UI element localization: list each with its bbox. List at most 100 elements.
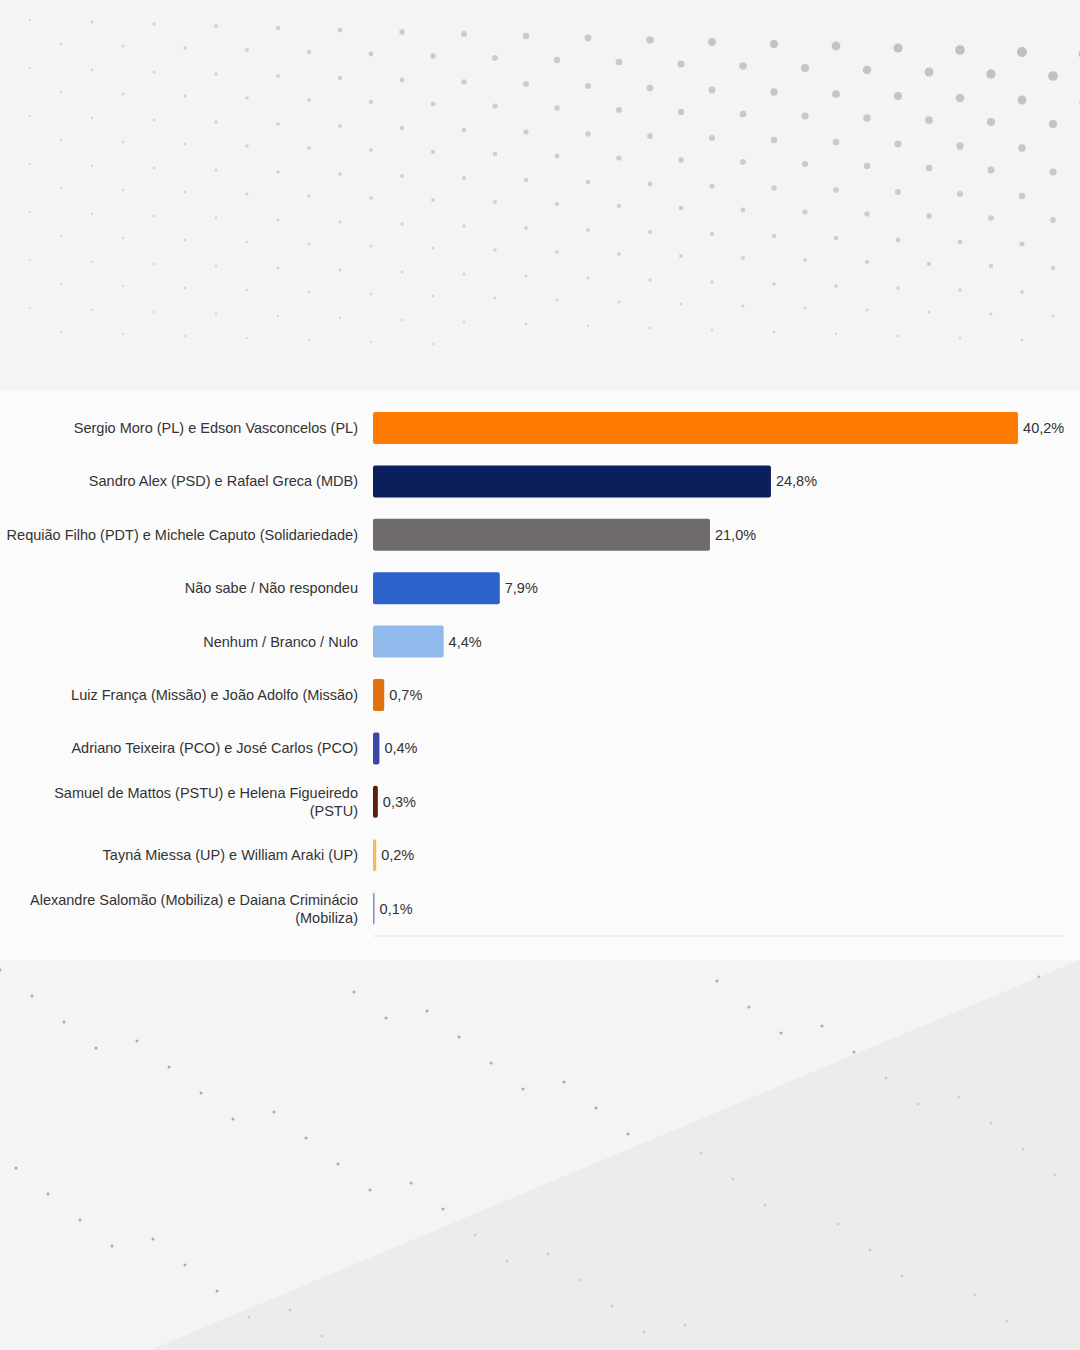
decor-dot [801,112,808,119]
decor-dot [741,256,745,260]
decor-dot [276,122,280,126]
decor-dot [200,1092,203,1095]
decor-dot [710,232,714,236]
decor-dot [1017,47,1027,57]
decor-dot [245,96,249,100]
decor-dot [463,321,465,323]
category-label: Alexandre Salomão (Mobiliza) e Daiana Cr… [4,891,358,927]
decor-dot [370,341,372,343]
decor-dot [153,119,156,122]
decor-dot [986,69,995,78]
decor-dot [1051,266,1056,271]
category-label: Luiz França (Missão) e João Adolfo (Miss… [4,686,358,704]
decor-dot [523,81,529,87]
decor-dot [122,237,124,239]
decor-dot [740,159,746,165]
decor-dot [60,235,62,237]
decor-dot [773,331,776,334]
decor-dot [277,219,280,222]
decor-dot [215,217,218,220]
decor-dot [29,211,31,213]
decor-dot [214,168,217,171]
decor-dot [91,117,94,120]
category-label: Nenhum / Branco / Nulo [4,633,358,651]
decor-dot [770,40,778,48]
decor-dot [153,263,155,265]
decor-dot [896,238,901,243]
decor-dot [493,152,498,157]
decor-dot [79,1219,82,1222]
decor-dot [307,194,310,197]
decor-dot [556,299,559,302]
decor-dot [616,155,621,160]
decor-dot [432,295,435,298]
decor-dot [616,59,623,66]
decor-dot [927,310,930,313]
decor-dot [122,285,124,287]
decor-dot [585,131,590,136]
decor-dot [493,200,497,204]
decor-dot [926,165,933,172]
decor-dot [91,69,94,72]
decor-dot [353,991,356,994]
bar [373,412,1018,444]
decor-dot [276,74,280,78]
decor-dot [490,1062,493,1065]
decor-dot [771,185,776,190]
decor-dot [780,1032,783,1035]
decor-dot [679,254,683,258]
decor-dot [60,187,62,189]
decor-dot [0,969,2,972]
decor-dot [494,297,497,300]
decor-dot [587,325,590,328]
decor-dot [31,995,34,998]
data-label: 0,1% [380,901,413,917]
bar [373,839,376,871]
decor-dot [894,92,902,100]
decor-dot [399,29,404,34]
decor-dot [29,259,31,261]
decor-dot [835,333,838,336]
decor-dot [649,327,652,330]
decor-dot [122,45,125,48]
decor-dot [183,142,186,145]
decor-dot [1051,314,1054,317]
decor-dot [216,1290,219,1293]
decor-dot [122,189,125,192]
decor-dot [369,148,373,152]
bars [373,412,1018,925]
decor-dot [400,126,404,130]
decor-dot [273,1111,276,1114]
decor-dot [183,94,186,97]
decor-dot [1049,168,1056,175]
decor-dot [47,1193,50,1196]
bar [373,786,378,818]
decor-dot [770,88,777,95]
decor-dot [834,284,838,288]
decor-dot [1018,144,1026,152]
decor-dot [748,1006,751,1009]
decor-dot [431,246,434,249]
decor-dot [709,87,716,94]
decor-dot [801,64,809,72]
decor-dot [821,1025,824,1028]
decor-dot [524,226,528,230]
bar [373,732,379,764]
decor-dot [1019,193,1025,199]
decor-dot [492,55,498,61]
decor-dot [462,224,466,228]
decor-dot [987,118,995,126]
decor-dot [152,22,155,25]
decor-dot [462,128,467,133]
data-label: 40,2% [1023,420,1064,436]
decor-shape [150,960,1080,1350]
decor-dot [184,335,186,337]
decor-dot [15,1167,18,1170]
decor-dot [338,76,342,80]
decor-dot [339,317,341,319]
data-label: 0,2% [381,847,414,863]
decor-dot [865,260,869,264]
category-label: Tayná Miessa (UP) e William Araki (UP) [4,846,358,864]
decor-dot [895,141,902,148]
decor-dot [183,46,186,49]
